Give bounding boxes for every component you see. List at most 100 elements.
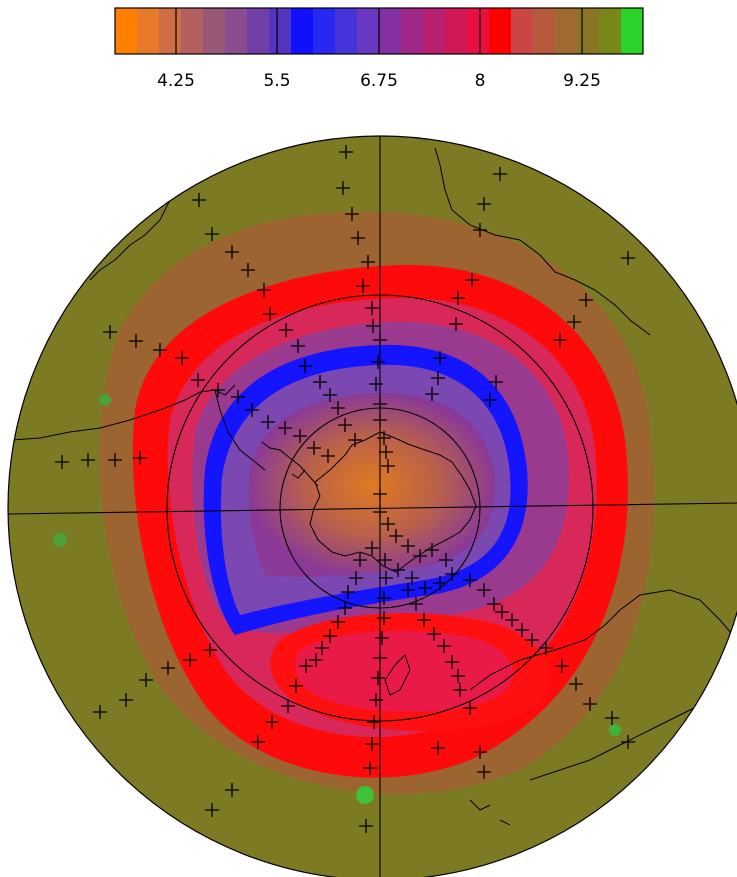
station-marker: [336, 181, 350, 195]
island-coastline: [384, 654, 411, 696]
station-marker: [379, 445, 393, 459]
station-marker: [251, 735, 265, 749]
station-marker: [463, 701, 477, 715]
colorbar-swatches: [115, 8, 644, 54]
station-marker: [431, 371, 445, 385]
map-border: [7, 135, 737, 877]
station-marker: [417, 613, 431, 627]
station-marker: [341, 585, 355, 599]
station-marker: [451, 291, 465, 305]
colorbar-tick-label: 6.75: [360, 71, 398, 91]
station-markers: [55, 145, 635, 833]
station-marker: [161, 661, 175, 675]
station-marker: [367, 715, 381, 729]
station-marker: [81, 453, 95, 467]
station-marker: [205, 227, 219, 241]
colorbar-swatch: [467, 8, 490, 54]
station-marker: [377, 611, 391, 625]
station-marker: [409, 597, 423, 611]
station-marker: [365, 541, 379, 555]
station-marker: [418, 581, 432, 595]
station-marker: [338, 601, 352, 615]
station-marker: [579, 293, 593, 307]
colorbar-swatch: [269, 8, 292, 54]
station-marker: [55, 455, 69, 469]
station-marker: [555, 659, 569, 673]
antarctic-peninsula: [261, 441, 319, 487]
station-marker: [353, 553, 367, 567]
station-marker: [366, 319, 380, 333]
colorbar-swatch: [137, 8, 160, 54]
station-marker: [567, 315, 581, 329]
station-marker: [103, 325, 117, 339]
station-marker: [433, 351, 447, 365]
station-marker: [605, 711, 619, 725]
station-marker: [241, 263, 255, 277]
station-marker: [139, 673, 153, 687]
station-marker: [153, 343, 167, 357]
colorbar-swatch: [203, 8, 226, 54]
antarctica-coastline: [309, 431, 477, 573]
station-marker: [539, 641, 553, 655]
colorbar-swatch: [599, 8, 622, 54]
green-patch: [356, 786, 374, 804]
station-marker: [433, 576, 447, 590]
station-marker: [373, 397, 387, 411]
station-marker: [133, 451, 147, 465]
station-marker: [191, 373, 205, 387]
station-marker: [427, 627, 441, 641]
colorbar-tick-label: 5.5: [263, 71, 290, 91]
station-marker: [298, 359, 312, 373]
colorbar-swatch: [621, 8, 644, 54]
station-marker: [449, 317, 463, 331]
station-marker: [225, 245, 239, 259]
station-marker: [338, 418, 352, 432]
colorbar-swatch: [445, 8, 468, 54]
station-marker: [463, 573, 477, 587]
station-marker: [291, 339, 305, 353]
station-marker: [211, 383, 225, 397]
station-marker: [373, 333, 387, 347]
station-marker: [192, 193, 206, 207]
station-marker: [489, 375, 503, 389]
station-marker: [453, 683, 467, 697]
station-marker: [349, 571, 363, 585]
africa-coastline: [434, 147, 651, 336]
station-marker: [451, 669, 465, 683]
station-marker: [363, 761, 377, 775]
colorbar-swatch: [533, 8, 556, 54]
colorbar-tick-label: 9.25: [563, 71, 601, 91]
station-marker: [365, 737, 379, 751]
station-marker: [108, 453, 122, 467]
station-marker: [381, 459, 395, 473]
station-marker: [331, 615, 345, 629]
station-marker: [265, 715, 279, 729]
station-marker: [405, 571, 419, 585]
station-marker: [373, 505, 387, 519]
station-marker: [377, 591, 391, 605]
colorbar-swatch: [247, 8, 270, 54]
station-marker: [373, 413, 387, 427]
station-marker: [389, 529, 403, 543]
colorbar-swatch: [225, 8, 248, 54]
colorbar-tick-label: 4.25: [157, 71, 195, 91]
colorbar-swatch: [423, 8, 446, 54]
station-marker: [205, 803, 219, 817]
colorbar-swatch: [555, 8, 578, 54]
colorbar-swatch: [379, 8, 402, 54]
station-marker: [369, 377, 383, 391]
station-marker: [348, 433, 362, 447]
station-marker: [307, 441, 321, 455]
station-marker: [431, 741, 445, 755]
station-marker: [351, 231, 365, 245]
station-marker: [495, 605, 509, 619]
colorbar-swatch: [313, 8, 336, 54]
station-marker: [401, 583, 415, 597]
colorbar-swatch: [357, 8, 380, 54]
green-patch: [53, 533, 67, 547]
station-marker: [129, 334, 143, 348]
station-marker: [119, 693, 133, 707]
station-marker: [437, 639, 451, 653]
station-marker: [425, 543, 439, 557]
